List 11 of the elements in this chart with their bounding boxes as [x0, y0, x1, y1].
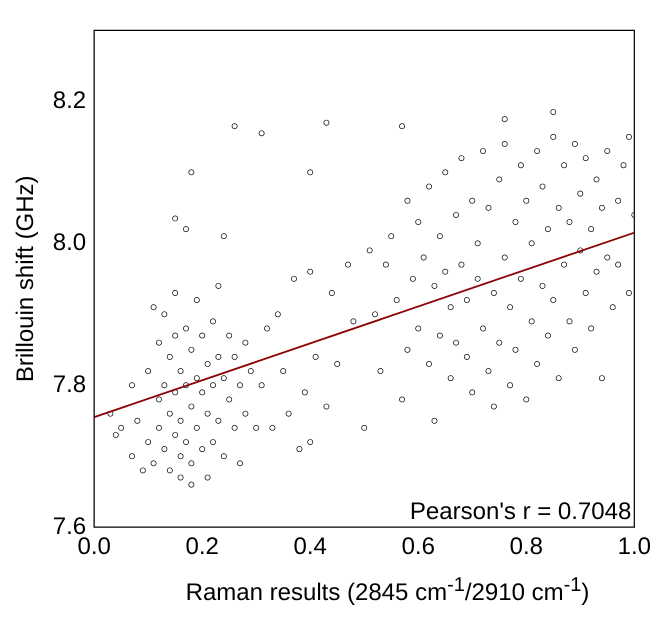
x-tick-label: 0.8: [510, 533, 543, 560]
x-tick-label: 0.4: [294, 533, 327, 560]
y-tick-label: 8.2: [52, 86, 86, 114]
x-tick-label: 1.0: [618, 533, 652, 560]
y-tick-label: 7.8: [52, 370, 86, 398]
x-tick-label: 0.2: [186, 533, 219, 560]
y-tick-label: 8.0: [52, 228, 86, 256]
x-tick-label: 0.6: [402, 533, 435, 560]
x-axis-title: Raman results (2845 cm$^{-1}$/2910 cm$^{-1}$): [184, 574, 590, 607]
y-axis-title: Brillouin shift (GHz): [12, 175, 40, 382]
annotation: Pearson's r = 0.7048: [410, 498, 632, 525]
